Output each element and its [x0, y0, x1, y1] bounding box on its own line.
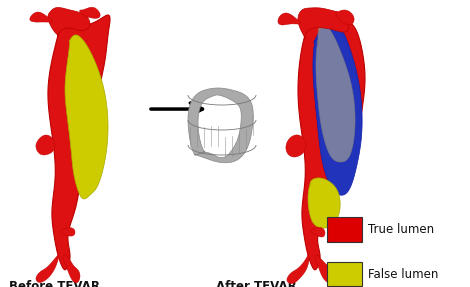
Polygon shape	[188, 88, 253, 163]
Polygon shape	[315, 255, 334, 282]
Bar	[327, 218, 362, 242]
Polygon shape	[278, 13, 300, 25]
Polygon shape	[48, 15, 110, 270]
Polygon shape	[36, 255, 59, 282]
Bar	[327, 262, 362, 286]
Polygon shape	[287, 255, 309, 284]
Polygon shape	[336, 10, 354, 25]
Polygon shape	[316, 24, 355, 162]
Polygon shape	[308, 178, 340, 228]
Polygon shape	[48, 7, 90, 36]
Polygon shape	[65, 35, 108, 199]
Polygon shape	[298, 18, 365, 270]
Polygon shape	[30, 12, 53, 22]
Polygon shape	[298, 8, 349, 39]
Polygon shape	[60, 228, 75, 236]
Text: False lumen: False lumen	[368, 267, 438, 281]
Text: Before TEVAR: Before TEVAR	[8, 280, 100, 287]
Polygon shape	[36, 135, 55, 155]
Polygon shape	[79, 7, 100, 18]
Polygon shape	[313, 22, 362, 195]
Polygon shape	[63, 255, 80, 283]
Polygon shape	[286, 135, 306, 157]
Polygon shape	[311, 228, 325, 237]
Text: True lumen: True lumen	[368, 223, 434, 236]
Text: After TEVAR: After TEVAR	[216, 280, 297, 287]
